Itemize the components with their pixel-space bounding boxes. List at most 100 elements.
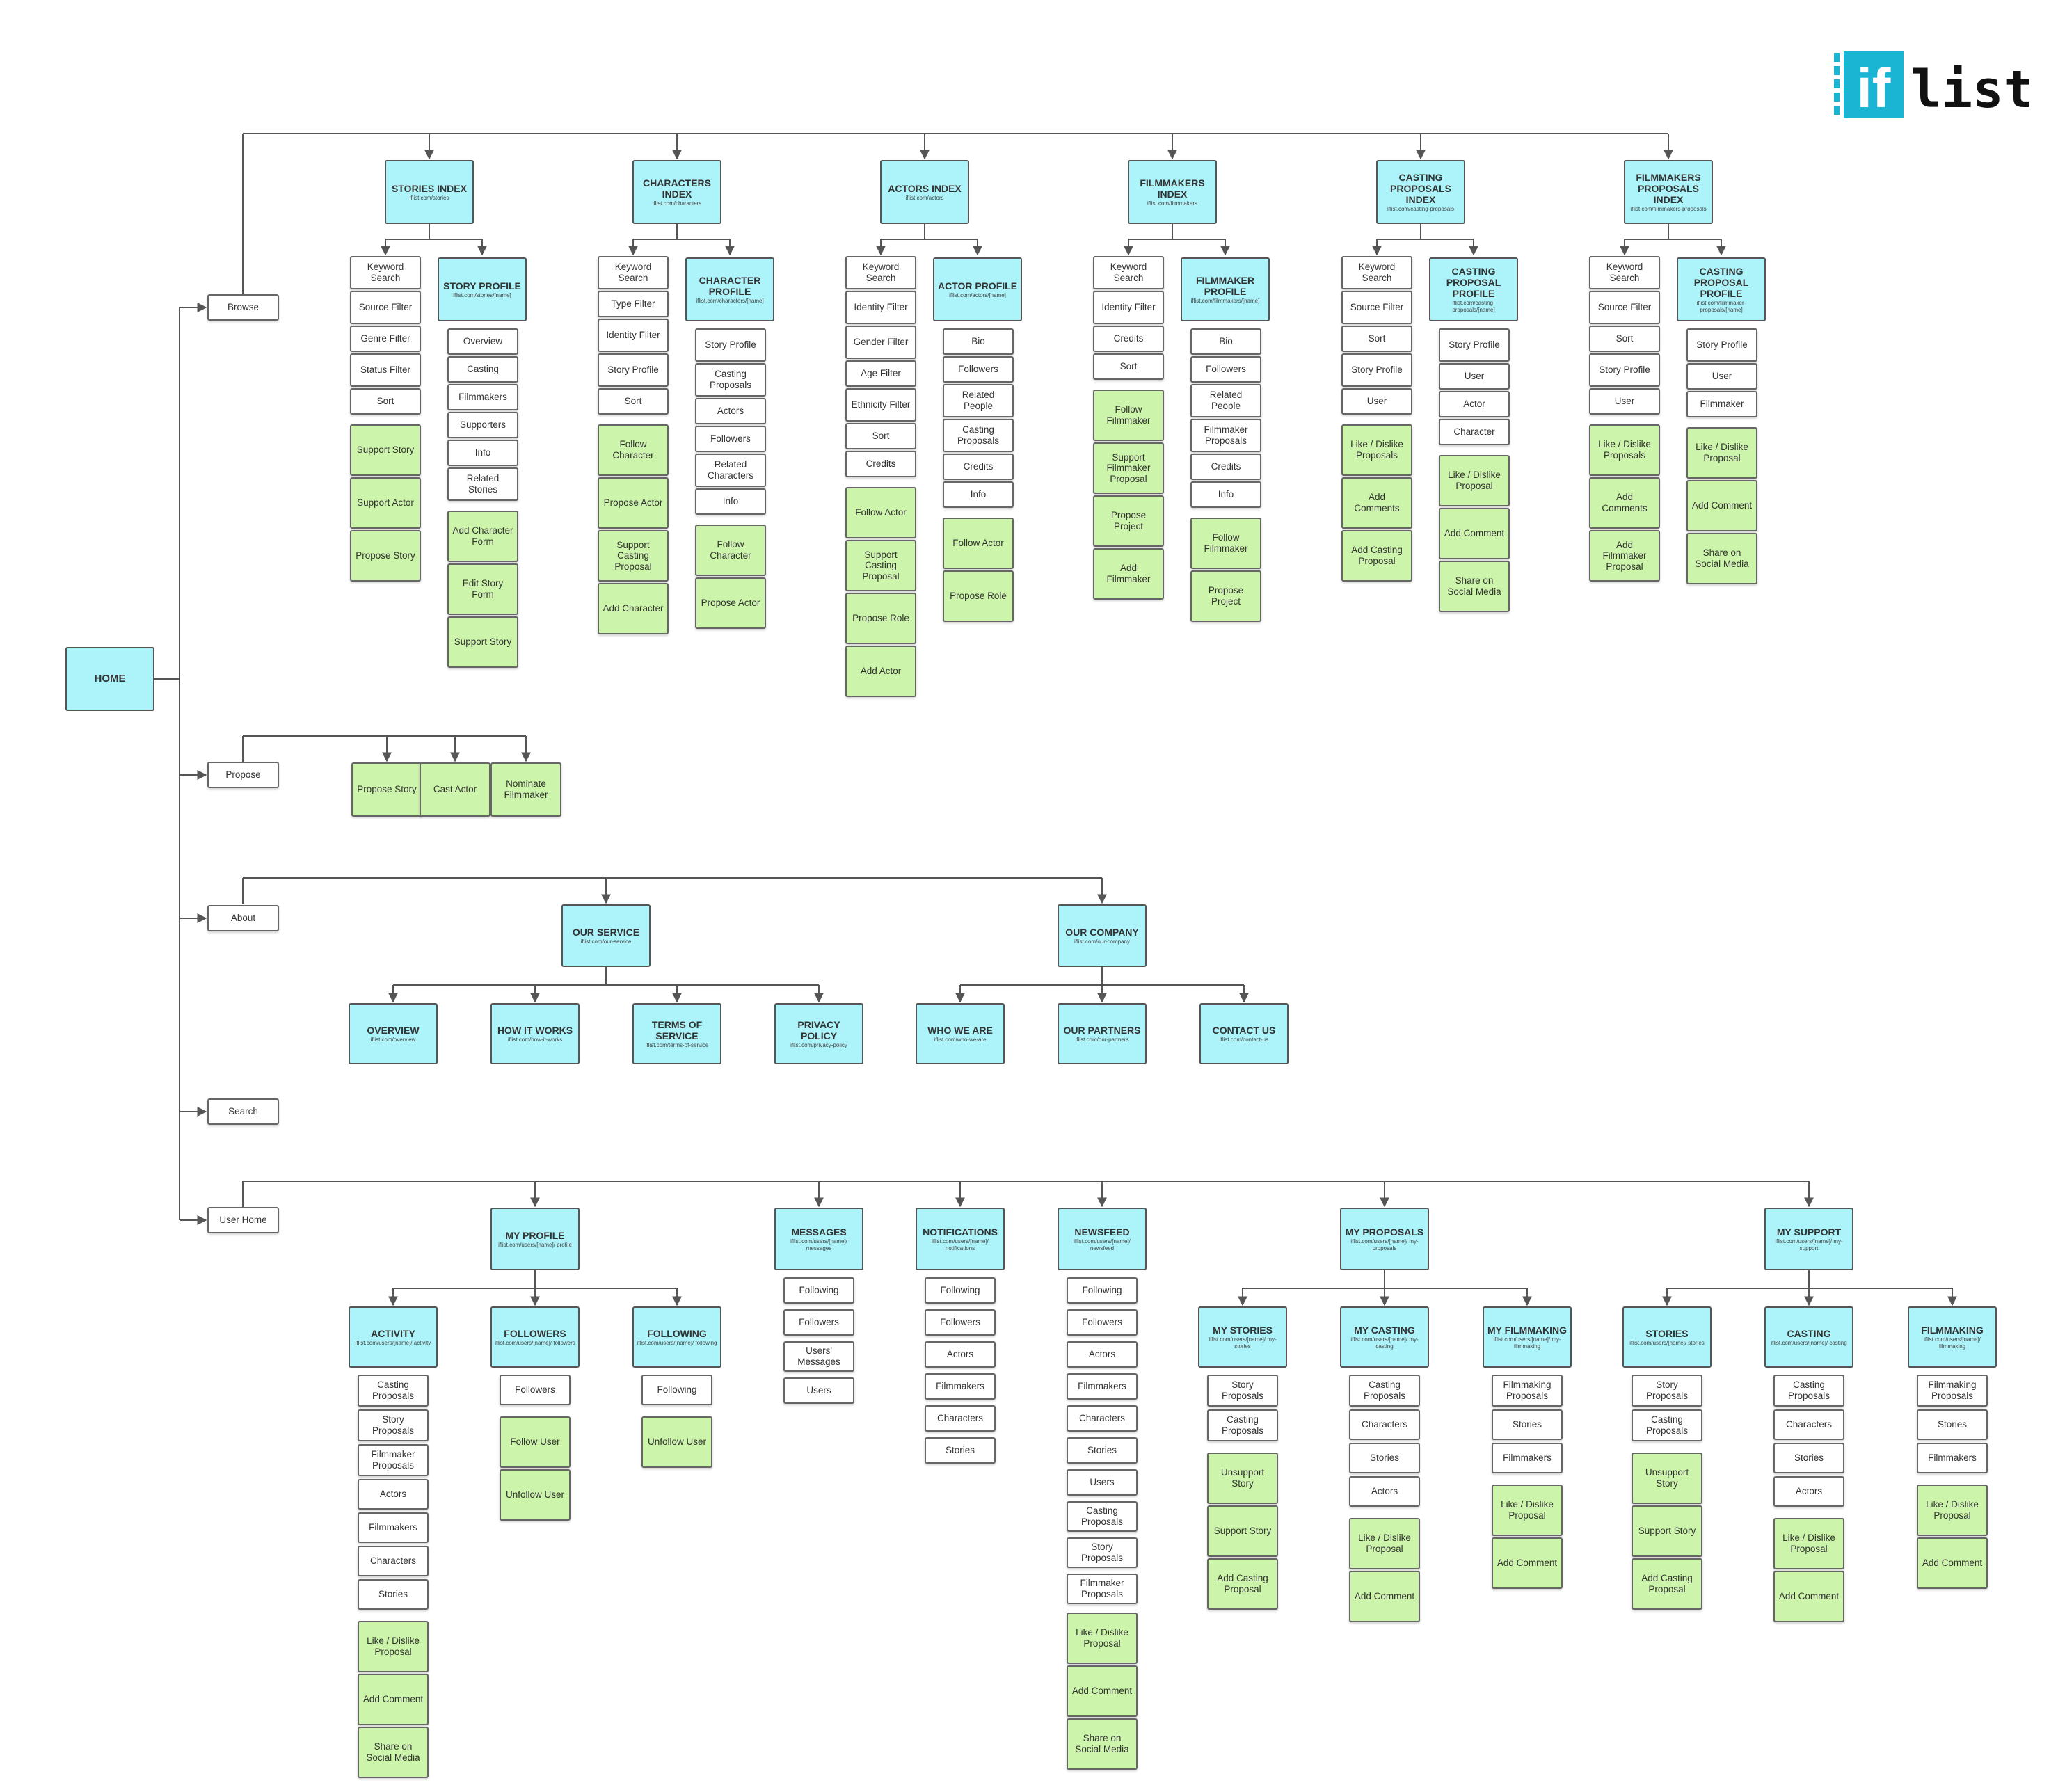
action-button[interactable]: Add Comments (1589, 477, 1660, 529)
page-characters-index[interactable]: CHARACTERS INDEX iflist.com/characters (632, 160, 721, 224)
action-button[interactable]: Propose Actor (598, 477, 669, 529)
page-my-casting[interactable]: MY CASTING iflist.com/users/[name]/ my-ca… (1340, 1306, 1429, 1368)
action-button[interactable]: Share on Social Media (1067, 1718, 1138, 1770)
propose-cast-actor[interactable]: Cast Actor (420, 762, 490, 817)
action-button[interactable]: Add Filmmaker Proposal (1589, 530, 1660, 582)
nav-browse[interactable]: Browse (207, 294, 279, 321)
action-button[interactable]: Follow Actor (845, 487, 916, 538)
page-terms-of-service[interactable]: TERMS OF SERVICE iflist.com/terms-of-serv… (632, 1003, 721, 1064)
action-button[interactable]: Add Actor (845, 646, 916, 697)
action-button[interactable]: Add Comment (1439, 508, 1510, 559)
page-followers[interactable]: FOLLOWERS iflist.com/users/[name]/ follow… (490, 1306, 580, 1368)
action-button[interactable]: Follow Character (695, 525, 766, 576)
page-activity[interactable]: ACTIVITY iflist.com/users/[name]/ activit… (349, 1306, 438, 1368)
action-button[interactable]: Support Story (1207, 1505, 1278, 1557)
action-button[interactable]: Like / Dislike Proposal (358, 1621, 429, 1672)
action-button[interactable]: Like / Dislike Proposals (1589, 424, 1660, 476)
page-newsfeed[interactable]: NEWSFEED iflist.com/users/[name]/ newsfee… (1058, 1208, 1147, 1270)
action-button[interactable]: Unsupport Story (1632, 1453, 1702, 1504)
nav-about[interactable]: About (207, 905, 279, 931)
page-our-partners[interactable]: OUR PARTNERS iflist.com/our-partners (1058, 1003, 1147, 1064)
action-button[interactable]: Add Character (598, 583, 669, 634)
action-button[interactable]: Add Comment (1686, 480, 1757, 531)
action-button[interactable]: Add Comment (358, 1674, 429, 1725)
page-stories[interactable]: STORIES iflist.com/users/[name]/ stories (1622, 1306, 1712, 1368)
page-overview[interactable]: OVERVIEW iflist.com/overview (349, 1003, 438, 1064)
action-button[interactable]: Unfollow User (641, 1416, 712, 1468)
page-contact-us[interactable]: CONTACT US iflist.com/contact-us (1199, 1003, 1289, 1064)
action-button[interactable]: Add Comment (1067, 1665, 1138, 1717)
action-button[interactable]: Like / Dislike Proposal (1067, 1613, 1138, 1664)
action-button[interactable]: Add Casting Proposal (1632, 1558, 1702, 1610)
action-button[interactable]: Like / Dislike Proposal (1917, 1485, 1988, 1536)
action-button[interactable]: Add Comment (1917, 1537, 1988, 1589)
action-button[interactable]: Propose Project (1093, 495, 1164, 547)
page-my-filmmaking[interactable]: MY FILMMAKING iflist.com/users/[name]/ my… (1483, 1306, 1572, 1368)
action-button[interactable]: Add Comment (1773, 1571, 1844, 1622)
profile-actor-profile[interactable]: ACTOR PROFILE iflist.com/actors/[name] (933, 257, 1022, 321)
action-button[interactable]: Follow Filmmaker (1093, 390, 1164, 441)
action-button[interactable]: Support Casting Proposal (598, 530, 669, 582)
page-casting-proposals-index[interactable]: CASTING PROPOSALS INDEX iflist.com/castin… (1376, 160, 1465, 224)
action-button[interactable]: Add Character Form (447, 511, 518, 562)
action-button[interactable]: Share on Social Media (1439, 561, 1510, 612)
profile-casting-proposal-profile[interactable]: CASTING PROPOSAL PROFILE iflist.com/filmm… (1677, 257, 1766, 321)
page-following[interactable]: FOLLOWING iflist.com/users/[name]/ follow… (632, 1306, 721, 1368)
page-my-profile[interactable]: MY PROFILE iflist.com/users/[name]/ profi… (490, 1208, 580, 1270)
profile-casting-proposal-profile[interactable]: CASTING PROPOSAL PROFILE iflist.com/casti… (1429, 257, 1518, 321)
action-button[interactable]: Like / Dislike Proposal (1439, 455, 1510, 506)
action-button[interactable]: Unfollow User (500, 1469, 571, 1521)
action-button[interactable]: Add Filmmaker (1093, 548, 1164, 600)
action-button[interactable]: Unsupport Story (1207, 1453, 1278, 1504)
action-button[interactable]: Propose Role (845, 593, 916, 644)
nav-search[interactable]: Search (207, 1098, 279, 1125)
page-how-it-works[interactable]: HOW IT WORKS iflist.com/how-it-works (490, 1003, 580, 1064)
action-button[interactable]: Propose Project (1190, 570, 1261, 622)
action-button[interactable]: Propose Story (350, 530, 421, 582)
propose-propose-story[interactable]: Propose Story (351, 762, 422, 817)
action-button[interactable]: Like / Dislike Proposal (1492, 1485, 1563, 1536)
page-my-support[interactable]: MY SUPPORT iflist.com/users/[name]/ my-su… (1764, 1208, 1853, 1270)
nav-propose[interactable]: Propose (207, 762, 279, 788)
action-button[interactable]: Share on Social Media (1686, 533, 1757, 584)
action-button[interactable]: Support Actor (350, 477, 421, 529)
action-button[interactable]: Support Filmmaker Proposal (1093, 442, 1164, 494)
page-filmmaking[interactable]: FILMMAKING iflist.com/users/[name]/ filmm… (1908, 1306, 1997, 1368)
action-button[interactable]: Support Story (1632, 1505, 1702, 1557)
page-our-service[interactable]: OUR SERVICE iflist.com/our-service (561, 904, 651, 967)
profile-story-profile[interactable]: STORY PROFILE iflist.com/stories/[name] (438, 257, 527, 321)
action-button[interactable]: Like / Dislike Proposal (1686, 427, 1757, 479)
action-button[interactable]: Add Comments (1341, 477, 1412, 529)
page-messages[interactable]: MESSAGES iflist.com/users/[name]/ message… (774, 1208, 863, 1270)
page-notifications[interactable]: NOTIFICATIONS iflist.com/users/[name]/ no… (916, 1208, 1005, 1270)
profile-character-profile[interactable]: CHARACTER PROFILE iflist.com/characters/[… (685, 257, 774, 321)
page-my-stories[interactable]: MY STORIES iflist.com/users/[name]/ my-st… (1198, 1306, 1287, 1368)
page-filmmakers-index[interactable]: FILMMAKERS INDEX iflist.com/filmmakers (1128, 160, 1217, 224)
profile-filmmaker-profile[interactable]: FILMMAKER PROFILE iflist.com/filmmakers/[… (1181, 257, 1270, 321)
action-button[interactable]: Follow Filmmaker (1190, 518, 1261, 569)
action-button[interactable]: Like / Dislike Proposal (1349, 1518, 1420, 1569)
page-actors-index[interactable]: ACTORS INDEX iflist.com/actors (880, 160, 969, 224)
action-button[interactable]: Support Story (350, 424, 421, 476)
page-my-proposals[interactable]: MY PROPOSALS iflist.com/users/[name]/ my-… (1340, 1208, 1429, 1270)
action-button[interactable]: Like / Dislike Proposals (1341, 424, 1412, 476)
action-button[interactable]: Support Casting Proposal (845, 540, 916, 591)
page-filmmakers-proposals-index[interactable]: FILMMAKERS PROPOSALS INDEX iflist.com/fil… (1624, 160, 1713, 224)
action-button[interactable]: Follow Actor (943, 518, 1014, 569)
action-button[interactable]: Follow User (500, 1416, 571, 1468)
action-button[interactable]: Propose Role (943, 570, 1014, 622)
page-privacy-policy[interactable]: PRIVACY POLICY iflist.com/privacy-policy (774, 1003, 863, 1064)
page-casting[interactable]: CASTING iflist.com/users/[name]/ casting (1764, 1306, 1853, 1368)
page-our-company[interactable]: OUR COMPANY iflist.com/our-company (1058, 904, 1147, 967)
action-button[interactable]: Like / Dislike Proposal (1773, 1518, 1844, 1569)
page-stories-index[interactable]: STORIES INDEX iflist.com/stories (385, 160, 474, 224)
action-button[interactable]: Add Comment (1349, 1571, 1420, 1622)
action-button[interactable]: Add Comment (1492, 1537, 1563, 1589)
propose-nominate-filmmaker[interactable]: Nominate Filmmaker (490, 762, 561, 817)
action-button[interactable]: Follow Character (598, 424, 669, 476)
action-button[interactable]: Share on Social Media (358, 1727, 429, 1778)
action-button[interactable]: Add Casting Proposal (1207, 1558, 1278, 1610)
home-page[interactable]: HOME (65, 647, 154, 711)
action-button[interactable]: Edit Story Form (447, 563, 518, 615)
nav-user-home[interactable]: User Home (207, 1207, 279, 1233)
